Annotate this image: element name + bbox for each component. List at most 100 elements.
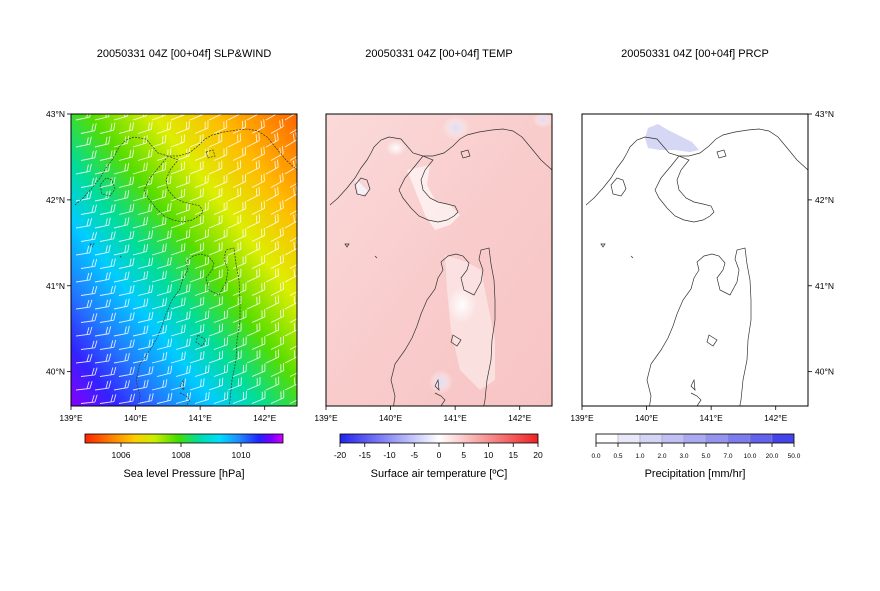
colorbar-cell [749,433,773,444]
wind-barb [208,215,223,229]
temp-field [326,114,552,406]
wind-barb [289,369,297,377]
wind-barb [80,258,98,269]
wind-barb [246,295,261,310]
wind-barb [270,200,284,215]
wind-barb [113,325,130,337]
wind-barb [265,186,279,202]
wind-barb [213,228,228,242]
wind-barb [132,162,148,175]
wind-barb [118,393,136,404]
colorbar-tick-label: 20.0 [766,453,779,460]
wind-barb [270,227,284,242]
wind-barb [137,257,154,269]
wind-barb [194,229,209,242]
panel-title-temp: 20050331 04Z [00+04f] TEMP [365,48,513,60]
y-tick-label: 41°N [815,281,834,291]
wind-barb [189,215,204,229]
y-tick-label: 42°N [46,195,65,205]
y-tick-label: 40°N [46,367,65,377]
temp-colorbar-label: Surface air temperature [ºC] [371,468,508,480]
colorbar-tick-label: 10.0 [744,453,757,460]
x-tick-label: 139°E [59,413,83,423]
wind-barb [170,134,185,148]
slp-map-panel [70,113,298,407]
wind-barb [113,135,130,148]
wind-barb [208,269,223,283]
wind-barb [265,322,280,337]
wind-barb [118,122,134,134]
wind-barb [270,118,284,134]
wind-barb [132,271,149,283]
wind-barb [75,299,93,310]
wind-barb [246,159,260,175]
wind-barb [113,114,129,121]
wind-barb [132,379,149,391]
wind-barb [156,202,172,215]
wind-barb [80,204,97,215]
colorbar-cell [639,433,663,444]
x-tick-label: 140°E [635,413,659,423]
wind-barb [151,379,168,391]
wind-barb [175,256,191,269]
wind-barb [170,242,186,256]
wind-barb [151,351,168,364]
wind-barb [137,121,153,134]
prcp-field [582,114,808,406]
wind-barb [232,201,247,215]
wind-barb [227,133,242,148]
colorbar-tick-label: 50.0 [788,453,801,460]
panel-title-slp: 20050331 04Z [00+04f] SLP&WIND [97,48,272,60]
wind-barb [156,284,172,296]
wind-barb [270,173,284,188]
wind-barb [189,269,205,283]
wind-barb [99,122,116,134]
colorbar-tick-label: 5.0 [701,453,710,460]
wind-barb [118,312,135,323]
y-tick-label: 40°N [815,367,834,377]
wind-barb [75,326,93,337]
wind-barb [289,152,297,161]
wind-barb [175,229,191,242]
wind-barb [208,160,223,175]
wind-barb [113,271,130,283]
wind-barb [189,378,205,391]
colorbar-tick-label: 1008 [172,450,191,460]
wind-barb [213,364,229,377]
wind-barb [113,244,130,256]
wind-barb [208,133,223,148]
wind-barb [75,190,92,202]
colorbar-tick-label: -10 [383,450,396,460]
wind-barb [99,176,116,188]
wind-barb [251,282,266,296]
wind-barb [132,216,149,229]
wind-barb [189,323,205,337]
wind-barb [227,187,242,202]
colorbar-tick-label: 0 [437,450,442,460]
wind-barb [94,326,112,337]
wind-barb [270,335,285,350]
wind-barb [94,271,111,283]
wind-barb [113,190,130,202]
wind-barb [80,313,98,323]
wind-barb [246,322,261,337]
wind-barb [227,296,242,310]
slp-colorbar: 1006 1008 1010 Sea level Pressure [hPa] [84,433,284,480]
wind-barb [194,391,210,404]
x-tick-label: 141°E [444,413,468,423]
precip-area [645,124,699,152]
wind-barb [208,296,223,310]
wind-barb [137,311,154,323]
wind-barb [265,376,280,391]
colorbar-tick-label: 1.0 [635,453,644,460]
wind-barb [251,363,266,377]
wind-barb [189,188,204,202]
wind-barb [113,217,130,229]
wind-barb [213,337,229,350]
wind-barb [94,299,111,310]
wind-barb [227,241,242,256]
x-tick-label: 140°E [379,413,403,423]
wind-barb [151,297,168,310]
wind-barb [232,173,247,188]
wind-barb [232,255,247,269]
